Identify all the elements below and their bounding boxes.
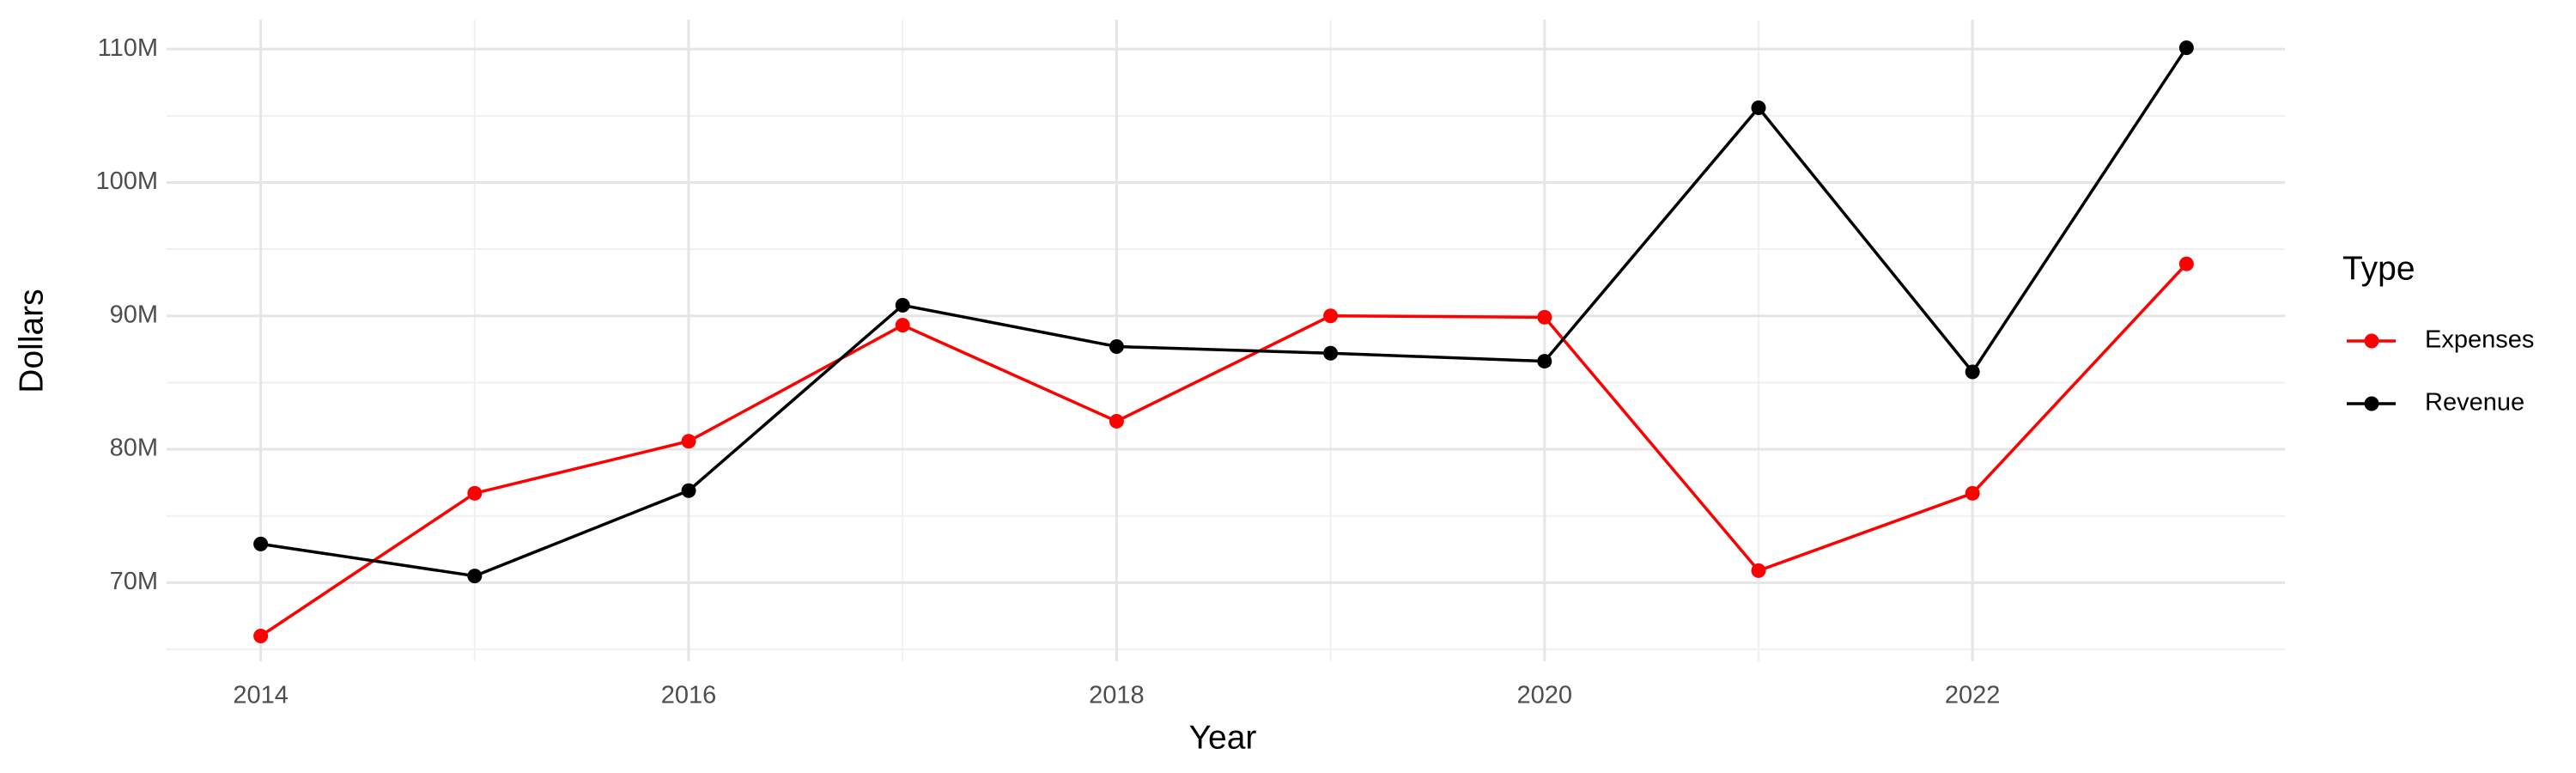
series-line xyxy=(259,263,2188,637)
data-point xyxy=(467,569,483,584)
data-point xyxy=(1537,309,1552,325)
legend-title: Type xyxy=(2342,250,2415,287)
data-point xyxy=(1109,338,1124,354)
legend-key-point xyxy=(2364,333,2379,349)
x-axis-title: Year xyxy=(1189,719,1257,756)
data-point xyxy=(1323,345,1339,361)
data-point xyxy=(1323,308,1339,324)
legend-text: Revenue xyxy=(2425,389,2524,417)
x-tick-label: 2014 xyxy=(233,682,289,709)
series-line xyxy=(260,46,2188,578)
data-point xyxy=(2178,40,2194,56)
x-tick-label: 2020 xyxy=(1517,682,1573,709)
data-point xyxy=(1751,563,1766,578)
y-tick-label: 90M xyxy=(110,301,158,328)
y-axis-title: Dollars xyxy=(13,289,50,393)
data-point xyxy=(1751,100,1766,115)
data-point xyxy=(253,536,269,551)
y-tick-label: 100M xyxy=(95,167,158,195)
x-tick-label: 2018 xyxy=(1089,682,1145,709)
x-tick-label: 2016 xyxy=(661,682,717,709)
data-point xyxy=(253,628,269,643)
data-point xyxy=(895,318,910,333)
data-point xyxy=(1109,413,1124,429)
data-point xyxy=(1965,485,1980,501)
data-point xyxy=(467,485,483,501)
data-point xyxy=(681,434,696,449)
legend-key-point xyxy=(2364,396,2379,411)
data-point xyxy=(895,297,910,313)
y-tick-label: 110M xyxy=(98,34,158,62)
legend-text: Expenses xyxy=(2425,326,2534,354)
data-point xyxy=(1537,354,1552,369)
data-point xyxy=(1965,364,1980,380)
y-tick-label: 80M xyxy=(110,435,158,462)
y-tick-label: 70M xyxy=(110,568,158,595)
grid xyxy=(167,20,2285,661)
data-point xyxy=(2178,256,2194,271)
data-point xyxy=(681,483,696,498)
x-tick-label: 2022 xyxy=(1945,682,2001,709)
